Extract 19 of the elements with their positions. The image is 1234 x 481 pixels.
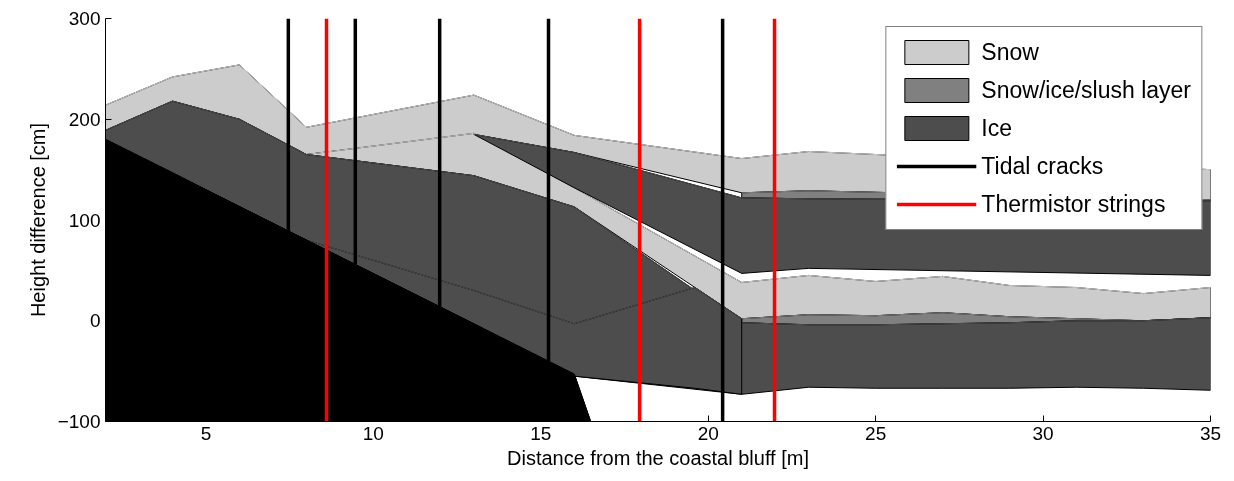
y-tick-label: −100 — [57, 411, 101, 432]
legend-label: Snow — [981, 37, 1039, 67]
x-tick-label: 30 — [1032, 422, 1054, 444]
x-tick-label: 15 — [530, 422, 552, 444]
x-tick-label: 5 — [200, 422, 212, 444]
legend-label: Thermistor strings — [981, 189, 1166, 219]
x-axis-title: Distance from the coastal bluff [m] — [507, 446, 809, 469]
legend-label: Snow/ice/slush layer — [981, 75, 1191, 105]
x-tick-label: 35 — [1199, 422, 1222, 444]
y-axis-title: Height difference [cm] — [26, 122, 49, 318]
y-tick-label: 300 — [68, 8, 101, 29]
y-tick-label: 100 — [68, 209, 101, 231]
y-tick-label: 0 — [89, 310, 101, 332]
legend-label: Ice — [981, 113, 1013, 143]
legend-label: Tidal cracks — [981, 151, 1104, 181]
x-tick-label: 10 — [362, 422, 384, 444]
x-tick-label: 20 — [697, 422, 719, 444]
y-tick-label: 200 — [68, 108, 101, 130]
x-tick-label: 25 — [865, 422, 887, 444]
